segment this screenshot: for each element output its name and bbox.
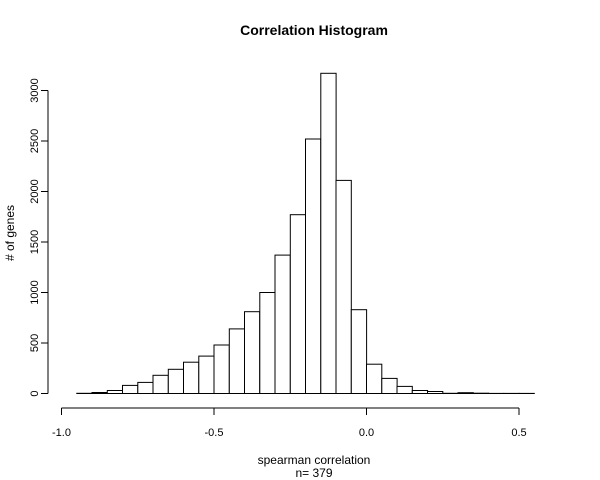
x-axis: -1.0 -0.5 0.0 0.5 <box>52 407 527 439</box>
histogram-bars <box>76 72 535 395</box>
histogram-bar <box>335 179 352 394</box>
y-tick-label: 0 <box>29 390 41 396</box>
x-tick-label: 0.5 <box>511 427 526 439</box>
x-tick-label: 0.0 <box>359 427 374 439</box>
histogram-bar <box>320 72 337 395</box>
y-tick-label: 2000 <box>29 179 41 203</box>
histogram-bar <box>259 292 276 394</box>
x-axis-label: spearman correlation <box>258 453 371 467</box>
histogram-bar <box>137 381 154 394</box>
x-tick-label: -0.5 <box>205 427 224 439</box>
histogram-bar <box>244 311 261 395</box>
sample-size-label: n= 379 <box>295 466 332 480</box>
histogram-bar <box>289 214 307 394</box>
chart-title: Correlation Histogram <box>240 22 388 38</box>
histogram-bar <box>122 384 139 394</box>
histogram-bar <box>198 355 215 395</box>
histogram-bar <box>427 391 444 394</box>
x-tick-label: -1.0 <box>52 427 71 439</box>
histogram-bar <box>152 374 169 394</box>
y-tick-label: 1000 <box>29 280 41 304</box>
histogram-bar <box>411 390 429 394</box>
histogram-bar <box>167 368 185 394</box>
y-tick-label: 500 <box>29 334 41 352</box>
histogram-bar <box>366 363 383 395</box>
y-axis: 0 500 1000 1500 2000 2500 3000 <box>29 78 49 397</box>
histogram-bar <box>350 309 368 395</box>
histogram-bar <box>396 385 413 394</box>
histogram-bar <box>91 392 108 394</box>
y-tick-label: 1500 <box>29 230 41 254</box>
histogram-bar <box>305 138 322 394</box>
y-tick-label: 2500 <box>29 129 41 153</box>
histogram-bar <box>228 328 246 394</box>
histogram-bar <box>381 377 398 394</box>
histogram-bar <box>183 361 200 395</box>
histogram-bar <box>274 254 291 394</box>
histogram-bar <box>106 390 124 394</box>
y-axis-label: # of genes <box>3 205 17 261</box>
y-tick-label: 3000 <box>29 78 41 102</box>
histogram-bar <box>457 392 474 395</box>
histogram-bar <box>213 344 230 394</box>
